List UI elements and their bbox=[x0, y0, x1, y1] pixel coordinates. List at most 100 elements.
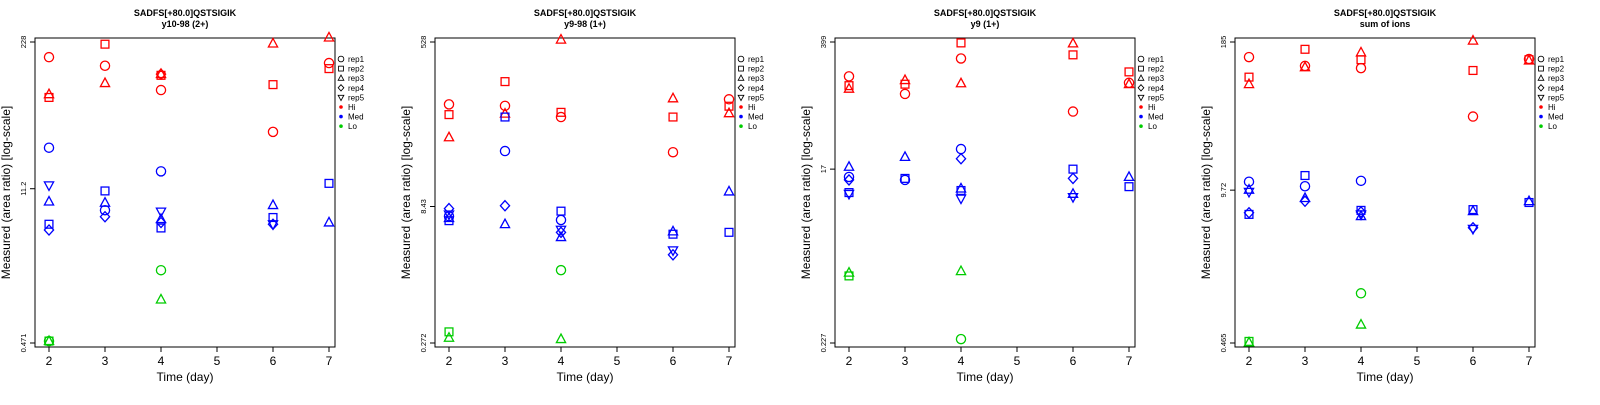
legend-marker-rep4 bbox=[737, 84, 745, 92]
y-tick-label: 228 bbox=[19, 36, 28, 49]
legend-label-rep4: rep4 bbox=[1148, 84, 1165, 93]
data-point-hi-rep2 bbox=[1124, 67, 1134, 77]
x-tick-label: 6 bbox=[670, 354, 677, 368]
data-point-hi-rep1 bbox=[1355, 62, 1367, 74]
data-point-hi-rep3 bbox=[1243, 77, 1255, 89]
legend-label-rep2: rep2 bbox=[748, 65, 765, 74]
legend-label-rep5: rep5 bbox=[748, 93, 765, 102]
data-point-hi-rep3 bbox=[155, 67, 167, 79]
data-point-lo-rep3 bbox=[1243, 336, 1255, 347]
y-tick-label: 8.43 bbox=[419, 199, 428, 214]
data-point-lo-rep2 bbox=[444, 327, 454, 337]
data-point-med-rep3 bbox=[1123, 170, 1135, 182]
data-point-med-rep3 bbox=[555, 230, 567, 242]
plot-frame bbox=[434, 37, 736, 348]
data-point-lo-rep3 bbox=[555, 332, 567, 344]
data-point-hi-rep3 bbox=[667, 91, 679, 103]
legend-label-rep2: rep2 bbox=[348, 65, 365, 74]
legend-marker-hi bbox=[739, 105, 743, 109]
legend-label-rep5: rep5 bbox=[348, 93, 365, 102]
data-point-med-rep2 bbox=[1068, 164, 1078, 174]
data-point-med-rep5 bbox=[43, 181, 55, 192]
legend-label-rep1: rep1 bbox=[1148, 55, 1165, 64]
data-point-lo-rep1 bbox=[555, 264, 567, 276]
x-tick-label: 3 bbox=[502, 354, 509, 368]
data-point-hi-rep2 bbox=[156, 70, 166, 80]
data-point-med-rep1 bbox=[43, 142, 55, 153]
data-point-hi-rep1 bbox=[955, 53, 967, 64]
legend-marker-med bbox=[1539, 114, 1543, 119]
data-point-hi-rep3 bbox=[1067, 37, 1079, 48]
data-point-med-rep5 bbox=[955, 194, 967, 205]
data-point-med-rep3 bbox=[843, 160, 855, 171]
data-point-med-rep4 bbox=[99, 210, 111, 223]
x-tick-label: 5 bbox=[1414, 354, 1421, 368]
legend-marker-rep4 bbox=[1537, 84, 1545, 92]
x-tick-label: 6 bbox=[1470, 354, 1477, 368]
y-tick-label: 0.272 bbox=[419, 334, 428, 353]
data-point-hi-rep2 bbox=[844, 81, 854, 91]
legend-marker-lo bbox=[1539, 124, 1543, 128]
data-point-hi-rep2 bbox=[900, 79, 910, 89]
legend-label-hi: Hi bbox=[1148, 103, 1156, 112]
x-tick-label: 2 bbox=[446, 354, 453, 368]
data-point-hi-rep1 bbox=[843, 71, 855, 82]
data-point-hi-rep2 bbox=[1068, 50, 1078, 60]
legend-marker-rep4 bbox=[1137, 84, 1145, 92]
data-point-med-rep5 bbox=[155, 207, 167, 219]
data-point-hi-rep1 bbox=[443, 99, 455, 110]
data-point-med-rep4 bbox=[43, 223, 55, 236]
legend-label-rep2: rep2 bbox=[1548, 65, 1565, 74]
legend-marker-hi bbox=[339, 105, 343, 109]
chart-subtitle: y9-98 (1+) bbox=[564, 19, 606, 29]
data-point-med-rep1 bbox=[899, 174, 911, 186]
chart-subtitle: y9 (1+) bbox=[971, 19, 1000, 29]
data-point-hi-rep2 bbox=[1356, 55, 1366, 65]
x-axis-label: Time (day) bbox=[957, 370, 1014, 384]
data-point-med-rep2 bbox=[44, 219, 54, 229]
data-point-hi-rep1 bbox=[1467, 111, 1479, 122]
data-point-hi-rep3 bbox=[1523, 54, 1535, 65]
data-point-med-rep3 bbox=[155, 212, 167, 224]
data-point-lo-rep1 bbox=[1355, 288, 1367, 299]
data-point-hi-rep3 bbox=[1299, 60, 1311, 72]
legend-label-rep5: rep5 bbox=[1148, 93, 1165, 102]
data-point-med-rep1 bbox=[555, 214, 567, 226]
data-point-med-rep1 bbox=[99, 204, 111, 216]
x-tick-label: 4 bbox=[158, 354, 165, 368]
data-point-med-rep4 bbox=[1243, 206, 1255, 219]
data-point-med-rep5 bbox=[1467, 224, 1479, 236]
data-point-hi-rep3 bbox=[1467, 34, 1479, 45]
data-point-hi-rep1 bbox=[555, 111, 567, 123]
x-tick-label: 5 bbox=[1014, 354, 1021, 368]
data-point-med-rep4 bbox=[955, 152, 967, 165]
data-point-med-rep4 bbox=[667, 248, 679, 261]
legend-label-rep5: rep5 bbox=[1548, 93, 1565, 102]
x-axis-label: Time (day) bbox=[557, 370, 614, 384]
data-point-lo-rep3 bbox=[443, 331, 455, 342]
chart-subtitle: y10-98 (2+) bbox=[162, 19, 209, 29]
x-tick-label: 2 bbox=[46, 354, 53, 368]
data-point-hi-rep2 bbox=[1468, 65, 1478, 76]
legend-label-lo: Lo bbox=[1148, 122, 1157, 131]
legend-label-rep3: rep3 bbox=[1548, 74, 1565, 83]
data-point-hi-rep1 bbox=[899, 88, 911, 100]
legend-marker-rep3 bbox=[1537, 74, 1545, 81]
y-tick-label: 0.227 bbox=[819, 334, 828, 353]
data-point-hi-rep3 bbox=[899, 73, 911, 85]
legend-label-lo: Lo bbox=[1548, 122, 1557, 131]
legend-marker-rep1 bbox=[737, 55, 745, 63]
data-point-hi-rep1 bbox=[155, 84, 167, 96]
y-tick-label: 185 bbox=[1219, 36, 1228, 49]
x-tick-label: 4 bbox=[958, 354, 965, 368]
legend-marker-rep3 bbox=[737, 74, 745, 81]
chart-title: SADFS[+80.0]QSTSIGIK bbox=[934, 8, 1037, 18]
data-point-med-rep3 bbox=[1467, 204, 1479, 216]
x-tick-label: 2 bbox=[846, 354, 853, 368]
